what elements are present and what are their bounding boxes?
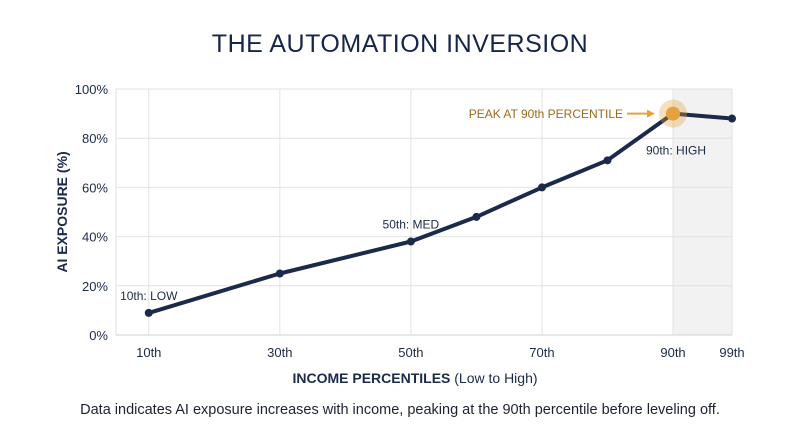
y-axis-label: AI EXPOSURE (%) — [54, 151, 70, 272]
x-tick-label: 70th — [529, 345, 554, 360]
x-axis-label-sub: (Low to High) — [450, 370, 537, 386]
shaded-region — [673, 89, 732, 335]
data-point — [472, 212, 481, 221]
series-line — [146, 111, 734, 315]
y-tick-label: 60% — [82, 180, 108, 195]
point-annotation: 50th: MED — [383, 218, 440, 232]
data-point — [275, 269, 284, 278]
peak-point — [666, 106, 681, 121]
chart-title: THE AUTOMATION INVERSION — [211, 30, 589, 58]
data-point — [603, 156, 612, 165]
x-tick-label: 99th — [719, 345, 744, 360]
y-tick-label: 80% — [82, 131, 108, 146]
peak-label: PEAK AT 90th PERCENTILE — [469, 107, 623, 121]
x-axis-label-main: INCOME PERCENTILES — [292, 370, 450, 386]
point-annotation: 90th: HIGH — [646, 144, 706, 158]
annotations: 10th: LOW 50th: MED 90th: HIGH PEAK AT 90th… — [120, 99, 706, 303]
peak-arrowhead — [647, 109, 656, 118]
data-point — [728, 114, 736, 123]
data-points — [144, 114, 736, 317]
grid-lines — [115, 88, 733, 336]
y-tick-label: 0% — [89, 328, 108, 343]
x-tick-label: 10th — [136, 345, 161, 360]
data-point — [144, 308, 153, 317]
y-tick-label: 100% — [75, 82, 109, 97]
x-tick-label: 50th — [398, 345, 423, 360]
x-axis-label: INCOME PERCENTILES (Low to High) — [292, 370, 537, 386]
data-point — [537, 183, 546, 192]
x-tick-labels: 10th 30th 50th 70th 90th 99th — [136, 345, 745, 360]
y-tick-label: 20% — [82, 279, 108, 294]
point-annotation: 10th: LOW — [120, 289, 178, 303]
y-tick-labels: 0% 20% 40% 60% 80% 100% — [75, 82, 109, 343]
y-tick-label: 40% — [82, 230, 108, 245]
data-point — [406, 237, 415, 246]
x-tick-label: 90th — [660, 345, 685, 360]
footer-note: Data indicates AI exposure increases wit… — [80, 402, 720, 418]
x-tick-label: 30th — [267, 345, 292, 360]
